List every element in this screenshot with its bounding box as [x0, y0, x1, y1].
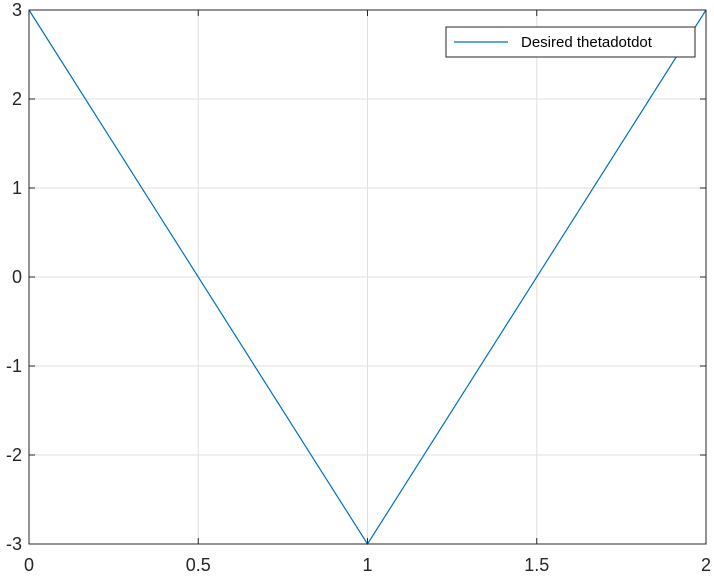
legend-entry-label: Desired thetadotdot [521, 34, 653, 51]
y-tick-label: 2 [12, 89, 22, 109]
x-axis-ticks: 0 0.5 1 1.5 2 [24, 10, 711, 575]
y-tick-label: -3 [6, 534, 22, 554]
x-tick-label: 2 [701, 555, 711, 575]
x-tick-label: 1.5 [524, 555, 549, 575]
y-tick-label: -1 [6, 356, 22, 376]
legend: Desired thetadotdot [445, 26, 696, 58]
y-tick-label: 1 [12, 178, 22, 198]
y-axis-ticks: -3 -2 -1 0 1 2 3 [6, 0, 706, 554]
x-tick-label: 0.5 [186, 555, 211, 575]
x-tick-label: 0 [24, 555, 34, 575]
y-tick-label: 3 [12, 0, 22, 20]
y-tick-label: 0 [12, 267, 22, 287]
x-tick-label: 1 [362, 555, 372, 575]
y-tick-label: -2 [6, 445, 22, 465]
